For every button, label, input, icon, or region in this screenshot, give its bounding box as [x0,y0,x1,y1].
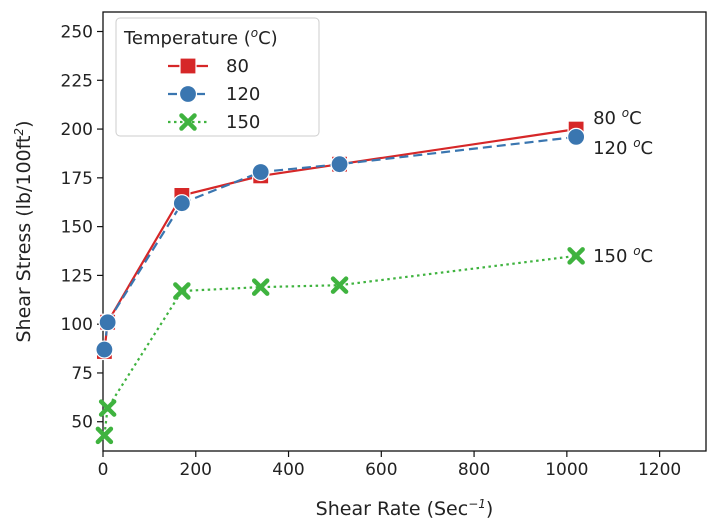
y-tick-label: 50 [71,413,93,433]
legend: Temperature (oC) 80 120 150 [115,17,320,137]
plot-frame [102,11,707,452]
legend-label-80: 80 [226,56,249,77]
annotation-layer: 80 oC 120 oC 150 oC [593,106,653,267]
data-point-120-4 [330,155,349,174]
data-point-120-1 [98,313,117,332]
legend-box [115,17,320,137]
x-tick-label: 0 [98,460,109,480]
data-point-150-1 [98,399,117,417]
data-point-120-2 [172,194,191,213]
y-tick-label: 225 [61,71,93,91]
plot-area: 0 200 400 600 800 1000 1200 50 75 100 125 150 175 200… [61,11,707,480]
y-tick-label: 100 [61,315,93,335]
legend-marker-150 [179,113,197,131]
y-tick-label: 200 [61,120,93,140]
x-tick-label: 1200 [638,460,681,480]
y-tick-label: 75 [71,364,93,384]
legend-marker-120 [178,84,198,104]
annotation-80: 80 oC [593,106,642,129]
x-tick-label: 200 [180,460,212,480]
series-line-150 [103,254,577,436]
x-tick-label: 800 [458,460,490,480]
y-tick-label: 250 [61,23,93,43]
annotation-120: 120 oC [593,136,653,159]
x-tick-label: 1000 [545,460,588,480]
legend-marker-80 [179,57,197,75]
series-150 [95,247,585,445]
series-layer [95,120,586,445]
y-tick-label: 175 [61,169,93,189]
annotation-150: 150 oC [593,244,653,267]
legend-title: Temperature (oC) [123,26,278,49]
y-axis-title: Shear Stress (lb/100ft2) [12,120,35,342]
series-120 [95,127,586,359]
x-tick-label: 400 [272,460,304,480]
data-point-120-5 [567,127,586,146]
x-axis-title: Shear Rate (Sec−1) [316,497,494,520]
data-point-150-2 [173,282,191,300]
axis-titles: Shear Rate (Sec−1) Shear Stress (lb/100ft… [12,120,493,520]
data-point-150-4 [330,276,349,294]
data-point-120-3 [251,162,270,182]
data-point-150-0 [95,426,114,445]
legend-label-120: 120 [226,84,260,105]
y-tick-label: 150 [61,218,93,238]
data-point-120-0 [95,340,114,359]
x-tick-label: 600 [365,460,397,480]
data-point-150-5 [567,247,585,265]
data-point-150-3 [251,278,270,296]
y-tick-label: 125 [61,266,93,286]
legend-label-150: 150 [226,112,260,133]
